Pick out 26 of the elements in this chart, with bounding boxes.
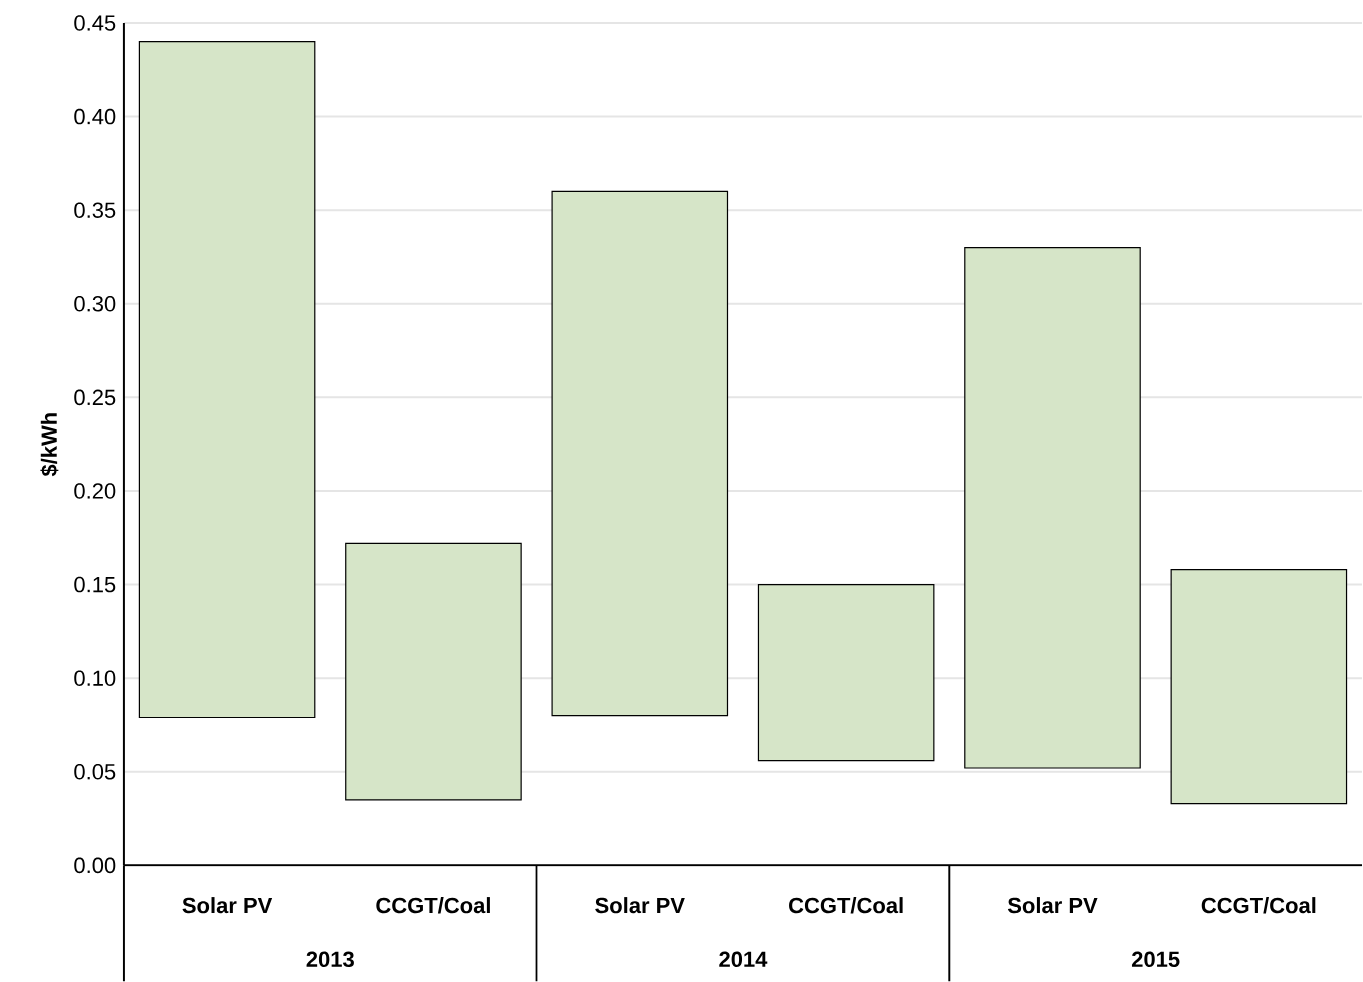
bar: [345, 542, 522, 801]
bar: [1170, 568, 1348, 805]
bar: [138, 40, 316, 718]
text: 2013: [306, 951, 354, 967]
y-axis-title: $/kWh: [40, 413, 59, 477]
x-tick-label: CCGT/Coal: [1201, 896, 1316, 914]
bar: [964, 246, 1141, 769]
x-tick-label: Solar PV: [595, 896, 685, 914]
y-tick-label: 0.05: [74, 763, 116, 780]
x-tick-label: Solar PV: [1007, 896, 1098, 914]
x-tick-label: CCGT/Coal: [376, 896, 490, 914]
y-tick-label: 0.20: [74, 483, 116, 499]
text: 2015: [1131, 951, 1180, 967]
y-tick-label: 0.30: [74, 295, 116, 312]
y-tick-label: 0.35: [74, 202, 116, 218]
bar: [551, 190, 729, 717]
y-tick-label: 0.15: [74, 576, 116, 593]
y-tick-label: 0.45: [74, 15, 116, 31]
x-tick-label: CCGT/Coal: [789, 896, 903, 914]
text: 2014: [719, 951, 768, 967]
bar: [757, 583, 935, 761]
x-tick-label: Solar PV: [182, 896, 273, 914]
y-tick-label: 0.00: [74, 857, 116, 874]
y-tick-label: 0.25: [74, 389, 116, 406]
y-tick-label: 0.10: [74, 670, 116, 686]
y-tick-label: 0.40: [74, 108, 116, 125]
